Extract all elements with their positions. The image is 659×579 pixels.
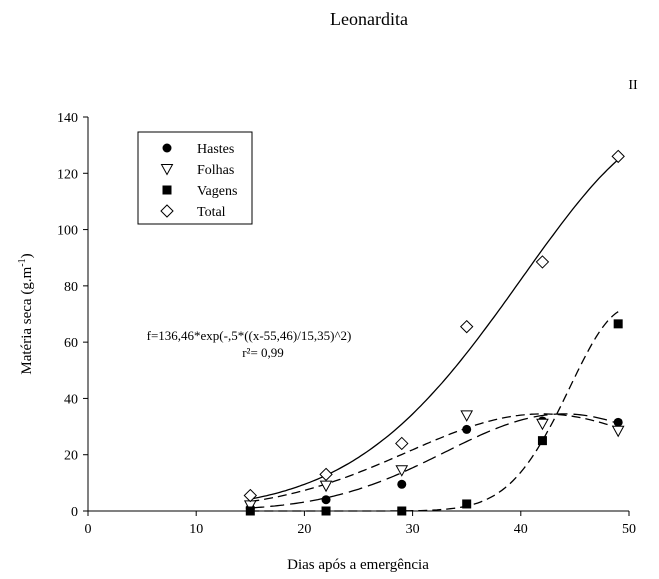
y-tick-label: 20 bbox=[64, 449, 78, 464]
folhas-point bbox=[611, 425, 625, 438]
fit-curve-total bbox=[250, 159, 619, 500]
legend-marker-vagens bbox=[162, 185, 172, 195]
vagens-point bbox=[537, 436, 547, 446]
x-tick-label: 30 bbox=[406, 522, 420, 537]
legend-label-total: Total bbox=[197, 205, 226, 220]
r2-annotation: r²= 0,99 bbox=[242, 345, 284, 360]
x-tick-label: 0 bbox=[85, 522, 92, 537]
total-point bbox=[611, 149, 625, 164]
legend-label-vagens: Vagens bbox=[197, 184, 237, 199]
hastes-point bbox=[613, 417, 623, 427]
x-tick-label: 10 bbox=[189, 522, 203, 537]
legend: Hastes Folhas Vagens Total bbox=[137, 131, 253, 225]
legend-marker-hastes bbox=[162, 143, 172, 153]
legend-box bbox=[137, 131, 253, 225]
folhas-point bbox=[460, 410, 474, 422]
y-ticks: 0 20 40 60 80 100 120 140 bbox=[57, 111, 88, 520]
folhas-point bbox=[395, 465, 409, 477]
total-point bbox=[243, 488, 258, 503]
chart-title: Leonardita bbox=[330, 9, 408, 29]
total-point bbox=[395, 436, 409, 451]
hastes-point bbox=[321, 495, 331, 505]
legend-marker-folhas bbox=[160, 164, 174, 176]
vagens-point bbox=[397, 506, 407, 516]
legend-marker-total bbox=[160, 204, 174, 218]
x-tick-label: 50 bbox=[622, 522, 636, 537]
legend-items: Hastes Folhas Vagens Total bbox=[160, 142, 237, 220]
equation-annotation: f=136,46*exp(-,5*((x-55,46)/15,35)^2) bbox=[147, 328, 352, 343]
panel-label: II bbox=[628, 78, 638, 93]
fit-curve-vagens bbox=[250, 311, 619, 512]
y-tick-label: 0 bbox=[71, 505, 78, 520]
y-axis-label-main: Matéria seca (g.m bbox=[19, 266, 35, 374]
y-axis-label: Matéria seca (g.m-1) bbox=[17, 253, 35, 374]
y-tick-label: 60 bbox=[64, 336, 78, 351]
plot-area: 0 10 20 30 40 50 0 20 40 60 80 100 120 140 bbox=[57, 111, 636, 537]
hastes-point bbox=[462, 424, 472, 434]
x-tick-label: 20 bbox=[297, 522, 311, 537]
total-point bbox=[319, 467, 333, 482]
y-tick-label: 120 bbox=[57, 167, 78, 182]
fit-curve-hastes bbox=[250, 413, 619, 509]
y-tick-label: 140 bbox=[57, 111, 78, 126]
legend-label-hastes: Hastes bbox=[197, 142, 234, 157]
vagens-point bbox=[462, 499, 472, 509]
x-ticks: 0 10 20 30 40 50 bbox=[85, 511, 636, 537]
x-axis-label: Dias após a emergência bbox=[287, 557, 429, 573]
y-tick-label: 40 bbox=[64, 392, 78, 407]
y-tick-label: 100 bbox=[57, 224, 78, 239]
folhas-point bbox=[536, 418, 549, 431]
y-tick-label: 80 bbox=[64, 280, 78, 295]
fit-curves bbox=[250, 159, 619, 512]
folhas-point bbox=[319, 480, 333, 493]
x-tick-label: 40 bbox=[514, 522, 528, 537]
legend-label-folhas: Folhas bbox=[197, 163, 234, 178]
vagens-point bbox=[321, 506, 331, 516]
y-axis-label-close: ) bbox=[19, 253, 35, 258]
total-point bbox=[459, 319, 474, 334]
fit-curve-folhas bbox=[250, 413, 619, 503]
vagens-point bbox=[613, 319, 623, 329]
vagens-point bbox=[245, 506, 255, 516]
y-axis-label-sup: -1 bbox=[17, 258, 28, 266]
data-markers bbox=[243, 149, 625, 516]
hastes-point bbox=[397, 479, 407, 489]
total-point bbox=[535, 255, 550, 269]
